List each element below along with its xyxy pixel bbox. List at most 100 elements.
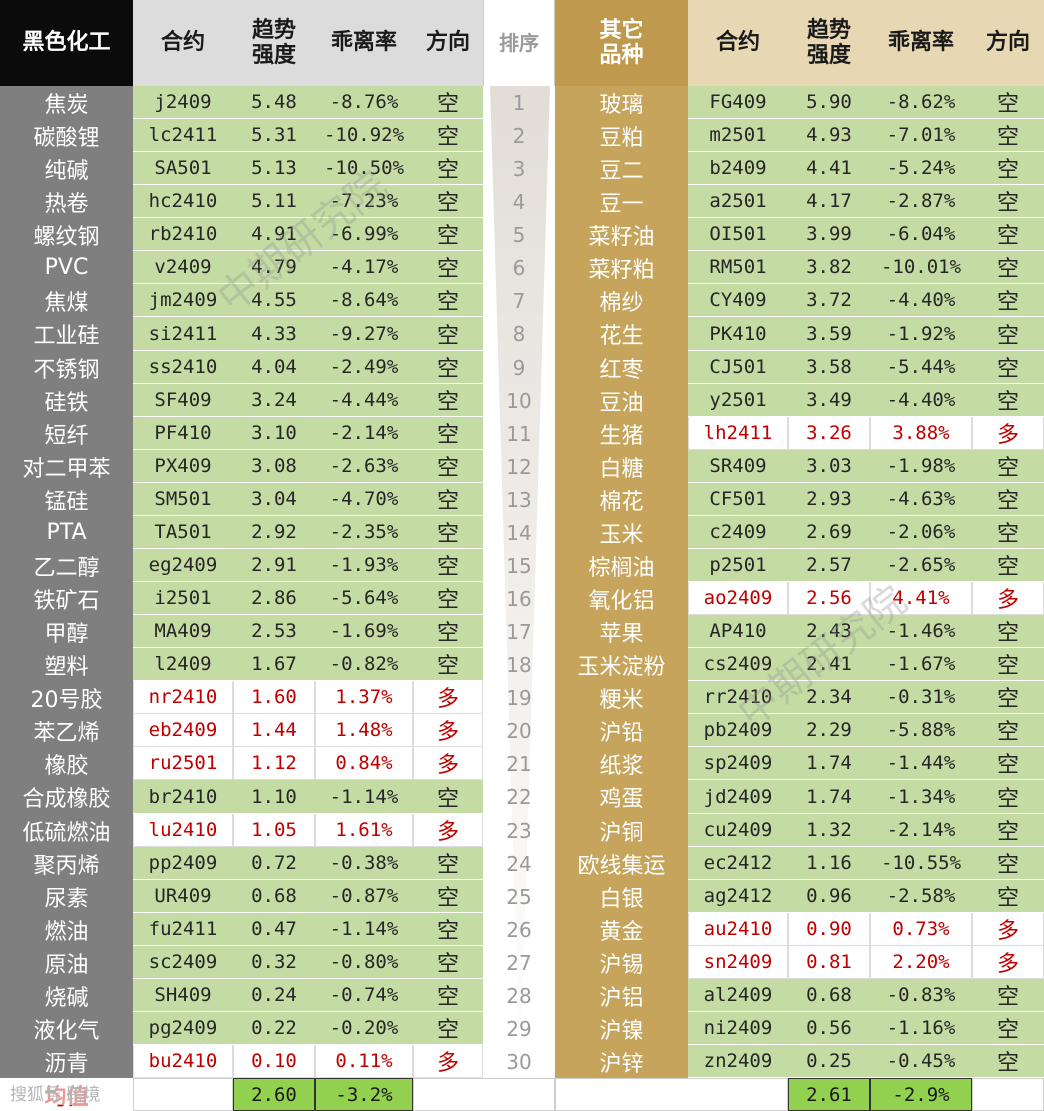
right-row-contract-code: lh2411 [688,417,788,450]
left-row-trend-strength: 3.10 [233,417,315,450]
left-row-contract-code: sc2409 [133,946,233,979]
right-row-variety-name: 苹果 [555,615,688,648]
right-row-direction: 空 [972,284,1044,317]
right-row-direction: 空 [972,847,1044,880]
left-row-contract-code: nr2410 [133,681,233,714]
right-row-variety-name: 鸡蛋 [555,780,688,814]
left-row-variety-name: 苯乙烯 [0,714,133,747]
right-row-deviation-rate: -2.14% [870,814,972,847]
right-row-trend-strength: 0.25 [788,1045,870,1078]
right-row-variety-name: 菜籽油 [555,218,688,251]
right-row-variety-name: 沪锌 [555,1045,688,1078]
left-row-variety-name: 液化气 [0,1012,133,1045]
left-row-direction: 空 [413,218,483,251]
right-row-trend-strength: 3.72 [788,284,870,317]
left-row-contract-code: ru2501 [133,747,233,780]
left-row-trend-strength: 5.31 [233,119,315,152]
left-row-trend-strength: 4.33 [233,317,315,351]
trend-header-line2: 强度 [251,43,296,68]
rank-number: 11 [506,421,532,446]
left-row-contract-code: i2501 [133,582,233,615]
rank-number: 14 [506,520,532,545]
left-direction-header: 方向 [413,0,483,86]
left-row-direction: 空 [413,152,483,185]
left-row-variety-name: 锰硅 [0,483,133,516]
right-row-direction: 空 [972,450,1044,483]
left-row-deviation-rate: 1.37% [315,681,413,714]
left-deviation-header: 乖离率 [315,0,413,86]
rank-number: 27 [506,950,532,975]
right-row-trend-strength: 1.74 [788,780,870,814]
left-row-contract-code: SF409 [133,384,233,417]
rank-number: 26 [506,917,532,942]
right-row-deviation-rate: -8.62% [870,86,972,119]
right-row-trend-strength: 3.26 [788,417,870,450]
left-row-contract-code: rb2410 [133,218,233,251]
right-row-contract-code: sn2409 [688,946,788,979]
right-row-contract-code: c2409 [688,516,788,549]
right-trend-header: 趋势 强度 [788,0,870,86]
left-row-direction: 空 [413,450,483,483]
left-row-direction: 多 [413,747,483,780]
left-row-direction: 空 [413,483,483,516]
left-row-trend-strength: 0.68 [233,880,315,913]
right-row-deviation-rate: 4.41% [870,582,972,615]
left-row-deviation-rate: -6.99% [315,218,413,251]
left-row-trend-strength: 5.11 [233,185,315,218]
left-row-direction: 空 [413,780,483,814]
rank-number: 20 [506,718,532,743]
left-row-direction: 空 [413,648,483,681]
right-row-contract-code: cu2409 [688,814,788,847]
left-row-direction: 空 [413,615,483,648]
left-avg-deviation: -3.2% [315,1078,413,1111]
left-row-trend-strength: 1.67 [233,648,315,681]
right-row-direction: 空 [972,251,1044,284]
left-row-direction: 空 [413,946,483,979]
left-row-deviation-rate: 1.61% [315,814,413,847]
right-row-trend-strength: 2.69 [788,516,870,549]
right-row-variety-name: 玉米淀粉 [555,648,688,681]
left-row-direction: 空 [413,251,483,284]
right-row-direction: 空 [972,681,1044,714]
right-row-variety-name: 沪铝 [555,979,688,1012]
right-row-deviation-rate: -4.63% [870,483,972,516]
left-row-variety-name: 尿素 [0,880,133,913]
right-avg-empty-dir [972,1078,1044,1111]
right-row-contract-code: CF501 [688,483,788,516]
right-row-direction: 空 [972,747,1044,780]
right-row-trend-strength: 5.90 [788,86,870,119]
right-row-variety-name: 粳米 [555,681,688,714]
right-row-deviation-rate: -4.40% [870,284,972,317]
right-row-direction: 空 [972,86,1044,119]
left-row-contract-code: pg2409 [133,1012,233,1045]
left-row-trend-strength: 5.13 [233,152,315,185]
left-row-variety-name: 甲醇 [0,615,133,648]
right-row-deviation-rate: -5.24% [870,152,972,185]
rank-number: 19 [506,685,532,710]
rank-number: 24 [506,851,532,876]
left-row-deviation-rate: -7.23% [315,185,413,218]
right-row-direction: 空 [972,218,1044,251]
left-row-variety-name: 不锈钢 [0,351,133,384]
rank-number: 25 [506,884,532,909]
rank-gradient-wedge [490,86,550,1081]
right-row-trend-strength: 3.03 [788,450,870,483]
left-row-trend-strength: 0.10 [233,1045,315,1078]
left-row-variety-name: 合成橡胶 [0,780,133,814]
right-row-trend-strength: 2.93 [788,483,870,516]
right-row-variety-name: 花生 [555,317,688,351]
right-row-contract-code: PK410 [688,317,788,351]
left-row-variety-name: 乙二醇 [0,549,133,582]
right-row-direction: 空 [972,185,1044,218]
right-row-variety-name: 沪铅 [555,714,688,747]
right-row-deviation-rate: -1.98% [870,450,972,483]
left-row-contract-code: v2409 [133,251,233,284]
right-row-variety-name: 沪镍 [555,1012,688,1045]
right-row-deviation-rate: -4.40% [870,384,972,417]
left-row-contract-code: UR409 [133,880,233,913]
left-row-variety-name: 硅铁 [0,384,133,417]
left-row-trend-strength: 2.91 [233,549,315,582]
trend-header-line1: 趋势 [251,17,296,43]
left-row-direction: 空 [413,384,483,417]
right-row-trend-strength: 0.81 [788,946,870,979]
